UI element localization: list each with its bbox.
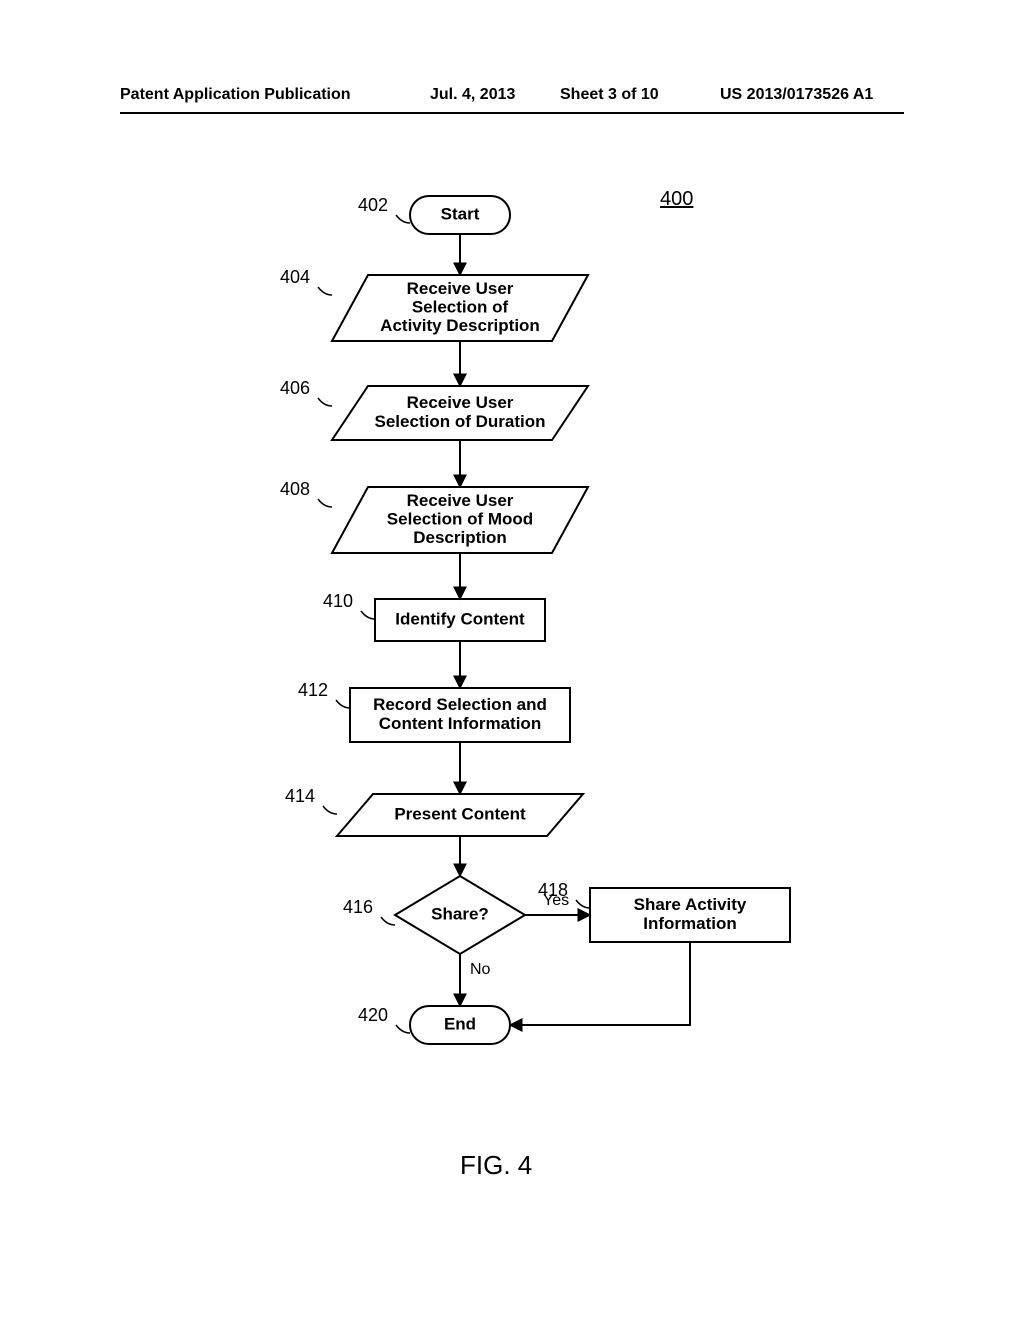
svg-text:End: End [444, 1014, 476, 1033]
svg-text:Content Information: Content Information [379, 714, 541, 733]
svg-text:Activity Description: Activity Description [380, 316, 540, 335]
svg-text:Yes: Yes [543, 892, 569, 909]
header-left: Patent Application Publication [120, 86, 351, 104]
svg-text:416: 416 [343, 897, 373, 917]
svg-text:Record Selection and: Record Selection and [373, 695, 547, 714]
svg-text:Present Content: Present Content [394, 804, 526, 823]
svg-text:Receive User: Receive User [407, 393, 514, 412]
node-n420: End 420 [358, 1005, 510, 1044]
svg-text:410: 410 [323, 591, 353, 611]
svg-text:Identify Content: Identify Content [395, 609, 525, 628]
node-n406: Receive UserSelection of Duration 406 [280, 378, 588, 440]
figure-label: FIG. 4 [460, 1150, 532, 1181]
flowchart: 400Start402Receive UserSelection ofActiv… [0, 180, 1024, 1180]
svg-text:408: 408 [280, 479, 310, 499]
edge [510, 942, 690, 1025]
svg-text:Selection of Mood: Selection of Mood [387, 509, 533, 528]
svg-text:No: No [470, 961, 491, 978]
svg-text:Description: Description [413, 528, 507, 547]
header-rule [120, 112, 904, 114]
node-n410: Identify Content 410 [323, 591, 545, 641]
svg-text:404: 404 [280, 267, 310, 287]
svg-text:Share?: Share? [431, 904, 489, 923]
node-n412: Record Selection andContent Information 4… [298, 680, 570, 742]
svg-text:Information: Information [643, 914, 737, 933]
header-pubno: US 2013/0173526 A1 [720, 86, 873, 104]
page: Patent Application Publication Jul. 4, 2… [0, 0, 1024, 1320]
svg-text:Selection of Duration: Selection of Duration [375, 412, 546, 431]
svg-text:Receive User: Receive User [407, 491, 514, 510]
svg-text:414: 414 [285, 786, 315, 806]
svg-text:Receive User: Receive User [407, 279, 514, 298]
header-sheet: Sheet 3 of 10 [560, 86, 659, 104]
node-n418: Share ActivityInformation418 [538, 880, 790, 942]
svg-text:412: 412 [298, 680, 328, 700]
svg-text:400: 400 [660, 188, 693, 210]
svg-text:420: 420 [358, 1005, 388, 1025]
node-n402: Start 402 [358, 195, 510, 234]
svg-text:Share Activity: Share Activity [634, 895, 747, 914]
header-date: Jul. 4, 2013 [430, 86, 515, 104]
node-n404: Receive UserSelection ofActivity Descrip… [280, 267, 588, 341]
svg-text:402: 402 [358, 195, 388, 215]
node-n414: Present Content 414 [285, 786, 583, 836]
node-n408: Receive UserSelection of MoodDescription… [280, 479, 588, 553]
node-n416: Share? 416 [343, 876, 525, 954]
svg-text:Start: Start [441, 204, 480, 223]
svg-text:Selection of: Selection of [412, 297, 509, 316]
svg-text:406: 406 [280, 378, 310, 398]
